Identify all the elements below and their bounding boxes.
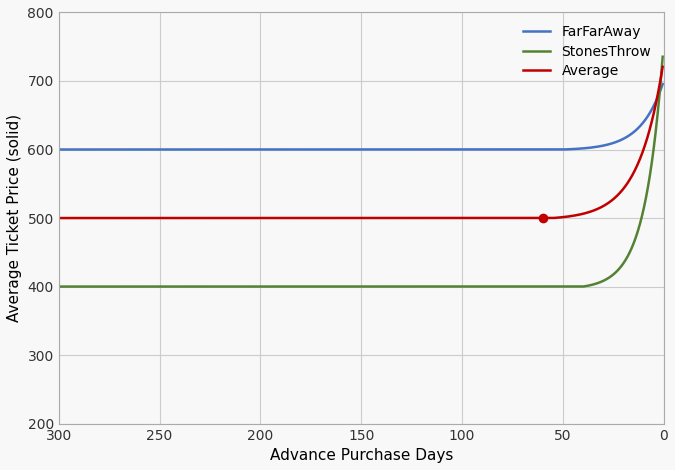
FarFarAway <box>448 147 456 152</box>
FarFarAway <box>417 147 425 152</box>
StonesThrow <box>165 284 173 290</box>
X-axis label: Advance Purchase Days: Advance Purchase Days <box>269 448 453 463</box>
FarFarAway <box>286 147 294 152</box>
Average <box>286 215 294 221</box>
Average <box>659 64 667 70</box>
Line: FarFarAway: FarFarAway <box>59 84 663 149</box>
Average <box>165 215 173 221</box>
StonesThrow <box>55 284 63 290</box>
StonesThrow <box>286 284 294 290</box>
StonesThrow <box>506 284 514 290</box>
StonesThrow <box>551 284 560 290</box>
Line: Average: Average <box>59 67 663 218</box>
FarFarAway <box>506 147 514 152</box>
Y-axis label: Average Ticket Price (solid): Average Ticket Price (solid) <box>7 114 22 322</box>
Average <box>448 215 456 221</box>
FarFarAway <box>551 147 560 152</box>
StonesThrow <box>417 284 425 290</box>
Average <box>55 215 63 221</box>
Average <box>551 215 560 221</box>
Average <box>506 215 514 221</box>
StonesThrow <box>448 284 456 290</box>
Legend: FarFarAway, StonesThrow, Average: FarFarAway, StonesThrow, Average <box>517 19 657 84</box>
FarFarAway <box>659 81 667 87</box>
StonesThrow <box>659 54 667 60</box>
Line: StonesThrow: StonesThrow <box>59 57 663 287</box>
Average <box>417 215 425 221</box>
FarFarAway <box>55 147 63 152</box>
FarFarAway <box>165 147 173 152</box>
